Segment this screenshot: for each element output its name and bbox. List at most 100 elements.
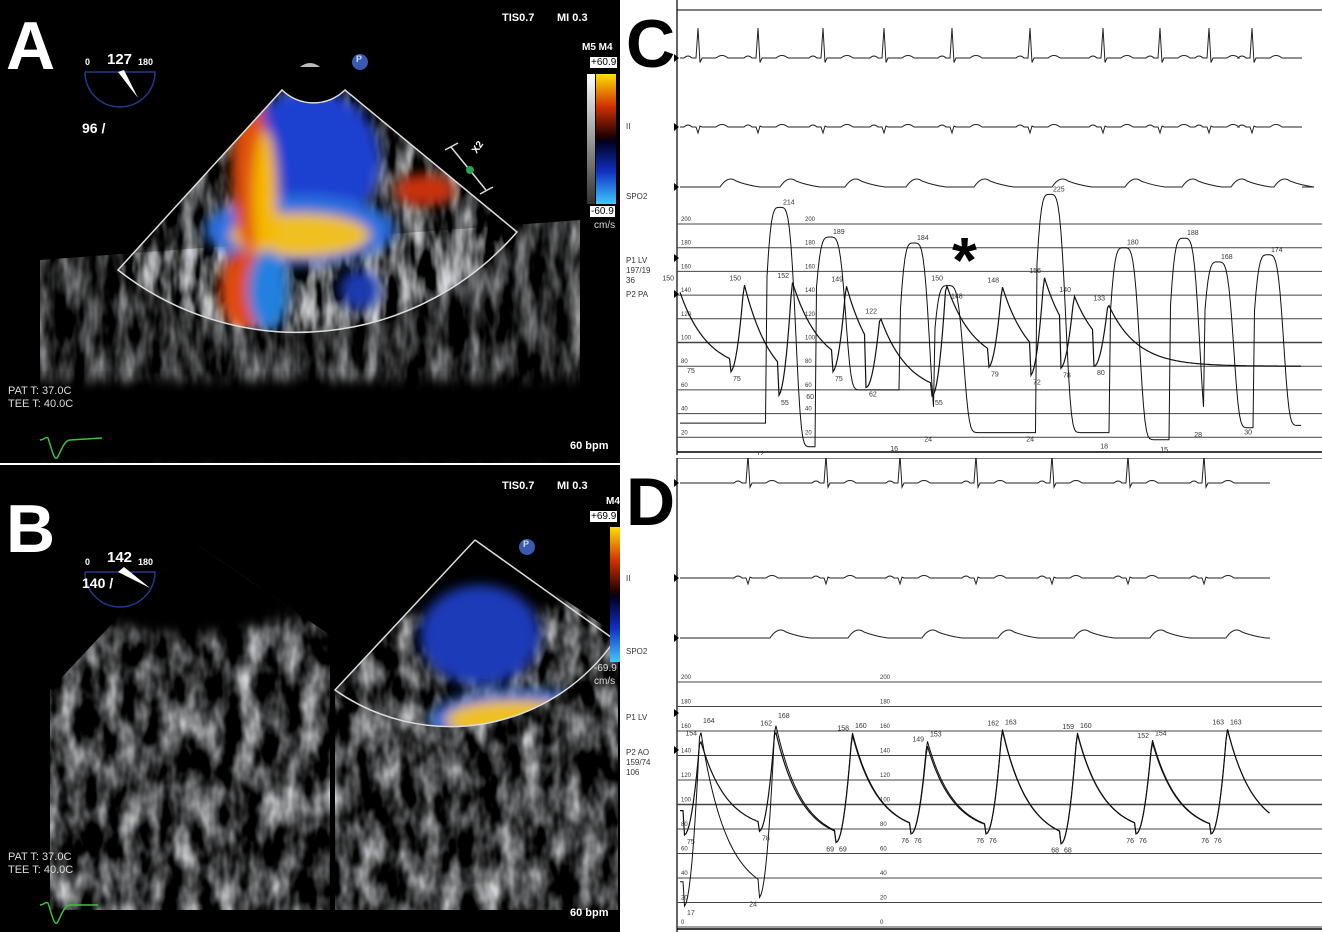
y-tick-label: 100 [805,336,816,342]
y-tick-label: 40 [681,871,688,877]
data-label: 158 [837,725,849,732]
channel-spo2-label: SPO2 [626,192,648,201]
heart-rate: 60 bpm [570,907,609,919]
data-label: 189 [833,229,845,236]
data-label: 75 [835,376,843,383]
y-tick-label: 100 [681,336,692,342]
hemodynamic-panel-d: 0 0 20 20 40 40 60 60 80 80 100 100 120 120 140 140 160 1… [622,458,1322,932]
data-label: 148 [951,294,963,301]
scale-min: -60.9 [590,206,615,217]
data-label: 163 [1230,719,1242,726]
data-label: 15 [1160,447,1168,454]
pressure-series-p2-ao [680,729,1270,845]
angle-min: 0 [85,557,91,567]
y-tick-label: 200 [681,217,692,223]
echo-panel-b: B TIS0.7 MI 0.3 0 142 180 140 / M4 +69.9… [0,465,620,932]
ecg-trace-icon [39,436,103,459]
heart-rate: 60 bpm [570,440,609,452]
data-label: 162 [987,721,999,728]
data-label: 76 [989,838,997,845]
y-tick-label: 80 [880,822,887,828]
data-label: 159 [1062,724,1074,731]
data-label: 149 [831,276,843,283]
y-tick-label: 80 [681,359,688,365]
mi-readout: MI 0.3 [557,480,588,492]
channel-marker-icon [674,183,679,191]
data-label: 78 [1063,373,1071,380]
data-label: 76 [976,838,984,845]
spo2-trace [680,178,1315,188]
data-label: 28 [1194,432,1202,439]
y-tick-label: 180 [681,241,692,247]
data-label: 16 [890,446,898,453]
scale-min: -69.9 [594,663,617,674]
depth-readout: 140 / [82,575,114,591]
data-label: 160 [855,723,867,730]
data-label: 153 [930,732,942,739]
y-tick-label: 120 [681,312,692,318]
y-tick-label: 180 [805,241,816,247]
ecg-trace-icon [39,901,98,924]
probe-temperature: TEE T: 40.0C [8,398,74,410]
y-tick-label: 120 [880,773,891,779]
data-label: 18 [1100,444,1108,451]
data-label: 214 [783,199,795,206]
data-label: 140 [1059,287,1071,294]
patient-temperature: PAT T: 37.0C [8,385,72,397]
channel-p1-label: P1 LV [626,256,648,265]
y-tick-label: 0 [880,920,884,926]
y-tick-label: 160 [681,724,692,730]
velocity-colorbar [587,74,616,204]
channel-p1-label: P1 LV [626,713,648,722]
y-tick-label: 80 [805,359,812,365]
channel-marker-icon [674,709,679,717]
channel-marker-icon [674,574,679,582]
velocity-colorbar [610,527,620,662]
data-label: 184 [917,235,929,242]
y-tick-label: 0 [681,920,685,926]
data-label: 225 [1053,186,1065,193]
angle-value: 127 [107,51,133,68]
data-label: 68 [1051,848,1059,855]
y-tick-label: 140 [805,288,816,294]
data-label: 150 [931,275,943,282]
ecg-lead-ii-trace [680,124,1302,135]
mi-readout: MI 0.3 [557,12,588,24]
data-label: 80 [1097,370,1105,377]
channel-spo2-label: SPO2 [626,647,648,656]
data-label: 24 [749,902,757,909]
y-tick-label: 120 [805,312,816,318]
data-label: 78 [762,835,770,842]
y-tick-label: 140 [681,749,692,755]
data-label: 162 [760,721,772,728]
data-label: 163 [1005,719,1017,726]
data-label: 174 [1271,247,1283,254]
y-tick-label: 20 [681,430,688,436]
data-label: 72 [1033,380,1041,387]
data-label: 76 [901,838,909,845]
y-tick-label: 200 [681,675,692,681]
y-tick-label: 180 [880,700,891,706]
angle-gauge-icon [84,71,156,108]
scale-max: +60.9 [590,57,618,68]
asterisk-marker: * [952,224,977,296]
data-label: 76 [1126,838,1134,845]
angle-max: 180 [138,57,154,67]
data-label: 148 [987,278,999,285]
patient-temperature: PAT T: 37.0C [8,851,72,863]
data-label: 150 [662,275,674,282]
scale-unit: cm/s [594,676,616,687]
angle-gauge-icon [84,571,156,608]
data-label: 79 [991,371,999,378]
data-label: 76 [1214,838,1222,845]
data-label: 164 [703,718,715,725]
channel-marker-icon [674,290,679,298]
y-tick-label: 200 [805,217,816,223]
data-label: 75 [733,376,741,383]
y-tick-label: 60 [681,383,688,389]
data-label: 168 [1221,254,1233,261]
data-label: 75 [687,839,695,846]
pressure-series-p2-pa [679,277,1301,398]
data-label: 150 [729,275,741,282]
channel-marker-icon [674,54,679,62]
